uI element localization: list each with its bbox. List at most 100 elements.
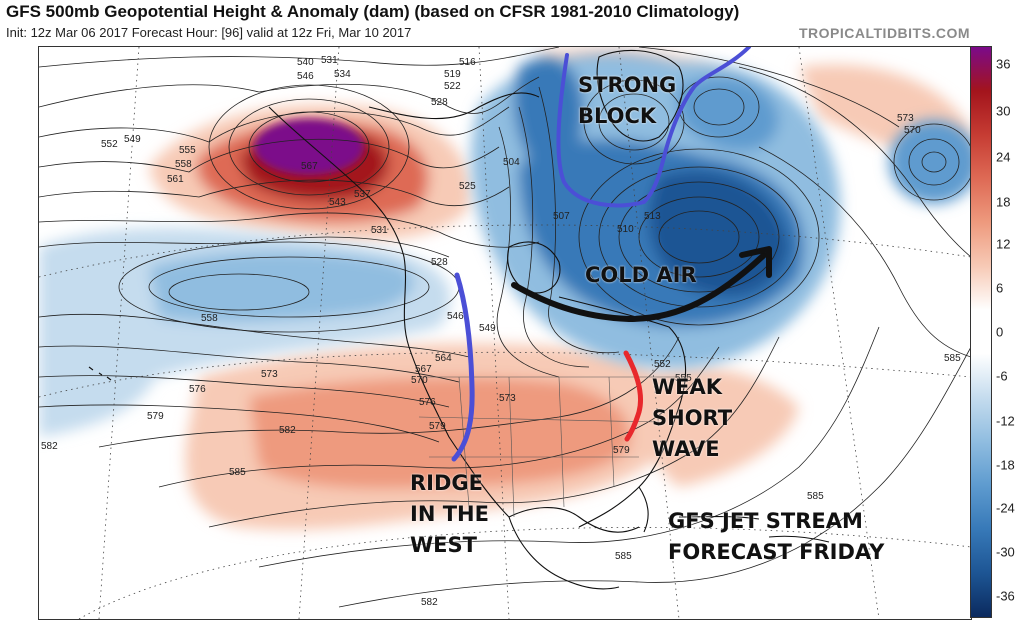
gulf-coast: [508, 506, 640, 533]
height-label: 585: [944, 353, 961, 364]
height-label: 525: [459, 181, 476, 192]
weak-short-wave-annotation: WEAK SHORT WAVE: [652, 372, 732, 465]
cold-air-arrow-head: [739, 246, 772, 278]
hawaii: [88, 366, 112, 381]
colorbar-tick: -6: [996, 368, 1008, 384]
jet-stream-forecast-annotation: GFS JET STREAM FORECAST FRIDAY: [668, 506, 884, 568]
height-label: 546: [297, 71, 314, 82]
ridge-in-the-west-annotation: RIDGE IN THE WEST: [410, 468, 489, 561]
caribbean: [678, 515, 830, 543]
height-label: 582: [421, 597, 438, 608]
height-label: 543: [329, 197, 346, 208]
height-label: 507: [553, 211, 570, 222]
colorbar-tick: -24: [996, 500, 1015, 516]
height-label: 522: [444, 81, 461, 92]
anomaly-map: 540 546 531 534 549 552 555 558 561 567 …: [39, 47, 971, 619]
height-label: 519: [444, 69, 461, 80]
colorbar-tick: 18: [996, 194, 1011, 210]
height-label: 567: [301, 161, 318, 172]
height-label: 513: [644, 211, 661, 222]
height-label: 552: [654, 359, 671, 370]
height-label: 549: [479, 323, 496, 334]
strong-block-annotation: STRONG BLOCK: [578, 70, 676, 132]
graticule: [39, 47, 971, 619]
height-label: 555: [675, 373, 692, 384]
height-contours: [39, 47, 971, 608]
florida: [638, 486, 649, 533]
height-label: 567: [415, 364, 432, 375]
colorbar-tick: -36: [996, 588, 1015, 604]
baffin-low: [514, 57, 584, 174]
height-label: 528: [431, 97, 448, 108]
height-label: 579: [613, 445, 630, 456]
colorbar-tick: 30: [996, 103, 1011, 119]
height-label: 570: [904, 125, 921, 136]
weak-shortwave-line: [623, 350, 643, 442]
height-label: 534: [334, 69, 351, 80]
height-label: 504: [503, 157, 520, 168]
height-label: 558: [201, 313, 218, 324]
height-label: 579: [429, 421, 446, 432]
height-label: 546: [447, 311, 464, 322]
height-label: 579: [147, 411, 164, 422]
mexico: [508, 516, 620, 590]
map-panel: 540 546 531 534 549 552 555 558 561 567 …: [38, 46, 972, 620]
block-outline: [556, 47, 751, 208]
height-label: 585: [807, 491, 824, 502]
annotation-line: SHORT: [652, 406, 733, 430]
height-label: 585: [229, 467, 246, 478]
height-label: 585: [615, 551, 632, 562]
annotation-line: WEAK: [652, 375, 723, 399]
colorbar-tick: 0: [996, 324, 1004, 340]
height-label: 549: [124, 134, 141, 145]
colorbar-tick: -30: [996, 544, 1015, 560]
annotation-line: IN THE: [410, 502, 489, 526]
colorbar-tick: 24: [996, 149, 1011, 165]
colorbar-tick-labels: 36 30 24 18 12 6 0 -6 -12 -18 -24 -30 -3…: [996, 46, 1024, 618]
colorbar-tick: 12: [996, 236, 1011, 252]
height-label: 510: [617, 224, 634, 235]
height-label: 516: [459, 57, 476, 68]
annotation-line: WAVE: [652, 437, 720, 461]
negative-anomaly-fill: [39, 53, 971, 437]
height-label: 570: [411, 375, 428, 386]
height-label: 558: [175, 159, 192, 170]
annotation-line: WEST: [410, 533, 477, 557]
pacific-trough-inner: [149, 251, 414, 323]
annotation-line: GFS JET STREAM: [668, 509, 863, 533]
annotation-line: STRONG: [578, 73, 677, 97]
height-label: 540: [297, 57, 314, 68]
map-subtitle: Init: 12z Mar 06 2017 Forecast Hour: [96…: [6, 25, 412, 40]
height-label: 555: [179, 145, 196, 156]
annotation-line: FORECAST FRIDAY: [668, 540, 885, 564]
colorbar-tick: -12: [996, 413, 1015, 429]
height-label: 573: [261, 369, 278, 380]
height-label: 561: [167, 174, 184, 185]
annotation-line: RIDGE: [410, 471, 483, 495]
labrador-low: [676, 77, 779, 151]
colorbar-tick: 36: [996, 56, 1011, 72]
height-label: 573: [897, 113, 914, 124]
height-label: 576: [189, 384, 206, 395]
height-label: 582: [41, 441, 58, 452]
height-label: 582: [279, 425, 296, 436]
map-title: GFS 500mb Geopotential Height & Anomaly …: [6, 2, 740, 21]
height-label: 564: [435, 353, 452, 364]
height-label: 576: [419, 397, 436, 408]
cold-air-arrow-shaft: [511, 252, 767, 322]
annotation-strokes: [451, 47, 772, 462]
hudson-bay: [507, 241, 561, 294]
gulf-stream-fill: [638, 367, 799, 487]
ridge-west-line: [451, 272, 475, 462]
greenland: [596, 49, 684, 142]
colorbar-tick: 6: [996, 280, 1004, 296]
colorbar-tick: -18: [996, 457, 1015, 473]
height-label: 531: [371, 225, 388, 236]
height-label: 573: [499, 393, 516, 404]
alaska-high-max: [254, 119, 364, 175]
ridge-west-fill-inner: [249, 377, 631, 489]
height-label: 528: [431, 257, 448, 268]
height-label: 531: [321, 55, 338, 66]
anomaly-colorbar: [970, 46, 992, 618]
cold-air-annotation: COLD AIR: [585, 263, 697, 287]
